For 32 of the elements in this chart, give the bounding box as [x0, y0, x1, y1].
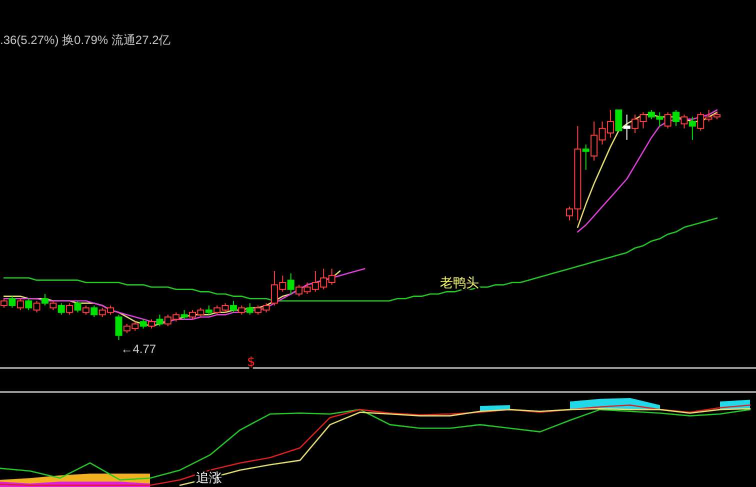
candlestick	[623, 114, 630, 140]
candlestick	[688, 116, 696, 140]
candlestick	[238, 305, 246, 316]
candlestick	[287, 272, 294, 294]
annotation: 老鸭头	[440, 276, 479, 291]
candlestick	[25, 298, 32, 311]
candlestick	[148, 318, 156, 329]
candlestick	[615, 110, 622, 132]
candlestick	[82, 305, 90, 316]
candlestick	[205, 305, 212, 316]
text: $	[247, 355, 256, 370]
candlestick	[180, 310, 188, 320]
candlestick	[664, 112, 672, 129]
candlestick	[246, 302, 254, 316]
candlestick	[33, 300, 40, 313]
candlestick	[140, 318, 147, 329]
candlestick	[90, 305, 98, 318]
candlestick	[8, 296, 16, 308]
chart-title: .36(5.27%) 换0.79% 流通27.2亿	[0, 33, 171, 47]
candlestick	[58, 302, 65, 316]
candlestick	[66, 302, 74, 316]
candlestick	[74, 300, 82, 313]
candlestick	[672, 110, 680, 127]
candlestick	[41, 294, 48, 306]
candlestick	[50, 300, 57, 311]
candlestick	[115, 314, 122, 340]
candlestick	[16, 298, 24, 311]
candlestick	[230, 300, 237, 313]
candlestick	[156, 314, 164, 327]
text: ←4.77	[120, 342, 156, 356]
candlestick	[582, 144, 590, 170]
candlestick	[680, 114, 688, 129]
